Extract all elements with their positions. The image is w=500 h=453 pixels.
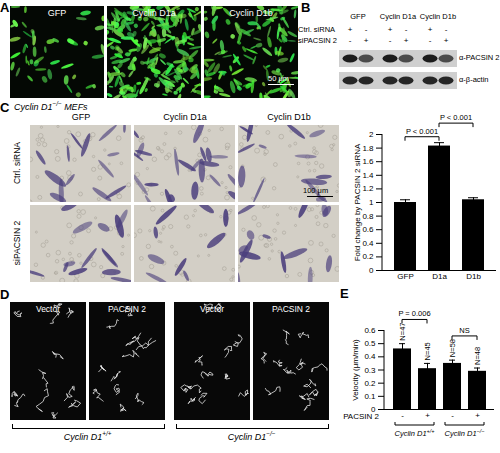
svg-text:0.6: 0.6 <box>362 225 374 234</box>
svg-text:0.2: 0.2 <box>362 252 374 261</box>
html-text:siPACSIN 2: siPACSIN 2 <box>12 220 22 266</box>
svg-text:N=47: N=47 <box>398 323 407 341</box>
html-text:100 μm: 100 μm <box>303 186 329 195</box>
html-text:GFP: GFP <box>350 12 366 21</box>
svg-text:0.8: 0.8 <box>362 212 374 221</box>
svg-text:0.6: 0.6 <box>364 326 376 335</box>
html-text:E: E <box>340 286 349 301</box>
svg-text:GFP: GFP <box>397 272 413 281</box>
html-text:GFP: GFP <box>47 8 67 18</box>
svg-text:1.2: 1.2 <box>362 184 374 193</box>
svg-text:1: 1 <box>369 198 374 207</box>
html-text:Cyclin D1a: Cyclin D1a <box>163 112 207 122</box>
svg-text:0.3: 0.3 <box>364 366 376 375</box>
html-text:D: D <box>0 287 10 302</box>
svg-text:PACSIN 2: PACSIN 2 <box>343 412 379 421</box>
svg-text:N=48: N=48 <box>473 347 482 365</box>
html-text:Vector: Vector <box>35 304 61 314</box>
html-text:B: B <box>301 0 311 15</box>
svg-text:0.4: 0.4 <box>362 239 374 248</box>
html-text:Cyclin D1a Cyclin D1b: Cyclin D1a Cyclin D1b <box>379 12 457 21</box>
svg-text:N=45: N=45 <box>423 342 432 360</box>
svg-text:+: + <box>425 411 430 420</box>
html-text:C Cyclin D1−/−MEFs: C Cyclin D1−/−MEFs <box>0 100 88 115</box>
html-text:α-PACSIN 2: α-PACSIN 2 <box>459 53 500 62</box>
svg-text:0.4: 0.4 <box>364 352 376 361</box>
html-text:A: A <box>0 0 10 15</box>
html-text:Vector: Vector <box>199 304 225 314</box>
html-text:α-β-actin: α-β-actin <box>459 75 489 84</box>
html-text:siPACSIN 2: siPACSIN 2 <box>298 36 337 45</box>
html-text:PACSIN 2: PACSIN 2 <box>107 304 147 314</box>
svg-text:0.5: 0.5 <box>364 339 376 348</box>
svg-text:D1a: D1a <box>432 272 447 281</box>
svg-text:2: 2 <box>369 130 374 139</box>
html-text:Ctrl. siRNA: Ctrl. siRNA <box>298 25 336 34</box>
svg-text:Cyclin D1+/+: Cyclin D1+/+ <box>394 428 435 438</box>
svg-text:1.6: 1.6 <box>362 157 374 166</box>
svg-text:Fold change by PACSIN 2 siRNA: Fold change by PACSIN 2 siRNA <box>353 143 362 261</box>
html-text:GFP: GFP <box>71 112 91 122</box>
svg-text:1.8: 1.8 <box>362 144 374 153</box>
svg-text:P < 0.001: P < 0.001 <box>406 127 438 136</box>
html-text:Cyclin D1a: Cyclin D1a <box>132 8 176 18</box>
svg-text:N=58: N=58 <box>448 339 457 357</box>
svg-text:0: 0 <box>369 266 374 275</box>
svg-text:P = 0.006: P = 0.006 <box>398 309 430 318</box>
svg-text:+: + <box>475 411 480 420</box>
svg-text:-: - <box>401 411 404 420</box>
html-text:Ctrl. siRNA: Ctrl. siRNA <box>12 142 22 184</box>
html-text:Cyclin D1b: Cyclin D1b <box>229 8 273 18</box>
svg-text:0.2: 0.2 <box>364 379 376 388</box>
svg-text:Velocity (μm/min): Velocity (μm/min) <box>351 339 360 401</box>
html-text:Cyclin D1+/+: Cyclin D1+/+ <box>63 430 112 442</box>
html-text:Cyclin D1−/−: Cyclin D1−/− <box>227 430 276 442</box>
html-text:Cyclin D1b: Cyclin D1b <box>267 112 311 122</box>
svg-text:-: - <box>451 411 454 420</box>
svg-text:0.1: 0.1 <box>364 392 376 401</box>
svg-text:0: 0 <box>371 405 376 415</box>
svg-text:P < 0.001: P < 0.001 <box>440 113 472 122</box>
svg-text:D1b: D1b <box>466 272 481 281</box>
html-text:PACSIN 2: PACSIN 2 <box>271 304 311 314</box>
svg-text:1.4: 1.4 <box>362 171 374 180</box>
html-text:50 μm: 50 μm <box>268 74 289 83</box>
svg-text:NS: NS <box>459 326 469 335</box>
svg-text:Cyclin D1−/−: Cyclin D1−/− <box>444 428 485 438</box>
